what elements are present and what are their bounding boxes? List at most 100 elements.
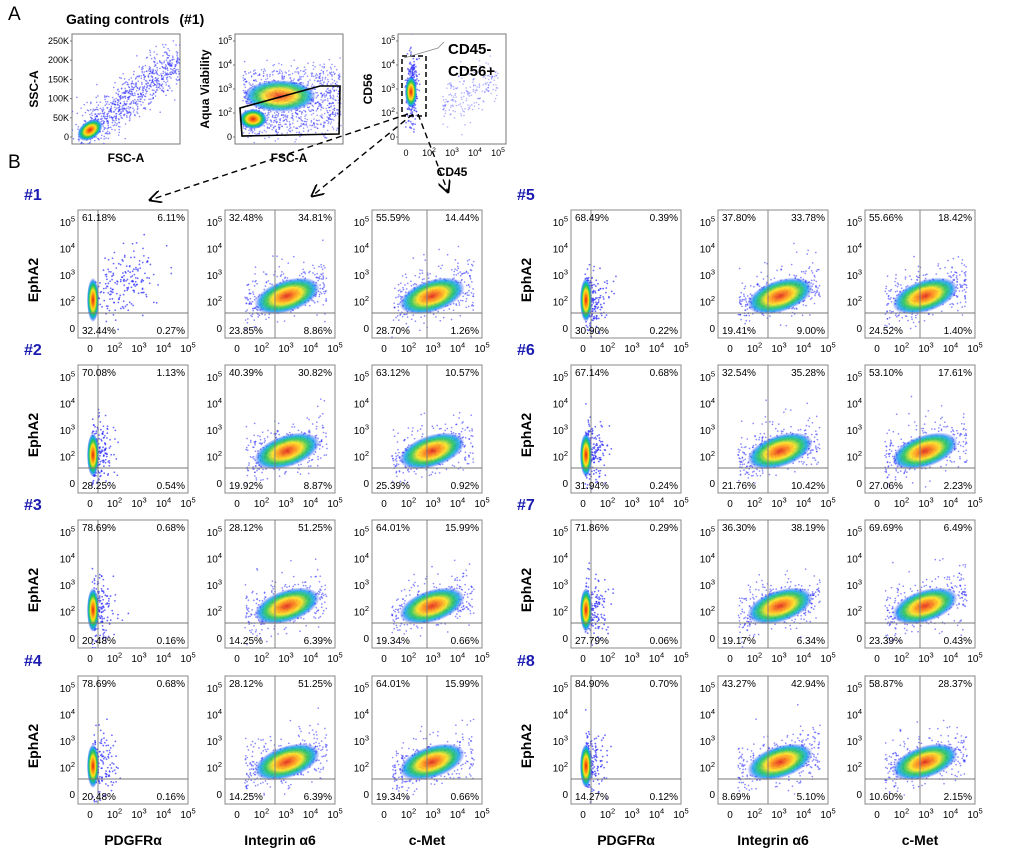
y-tick-label: 104 [847,551,862,566]
y-tick-label: 104 [354,551,369,566]
x-tick-label: 0 [234,654,240,665]
y-tick-label: 0 [709,790,715,801]
y-tick-label: 102 [60,760,75,775]
y-tick-label: 0 [856,790,862,801]
y-tick-label: 200K [48,55,69,65]
sample-3: #3 78.69% 0.68% 20.48% 0.16% 105 104 103 102 0 0 10… [24,497,490,665]
x-tick-label: 105 [474,496,489,511]
x-tick-label: 102 [600,651,615,666]
gating-arrows [150,113,448,200]
quadrant-plot-pdgfra: 78.69% 0.68% 20.48% 0.16% 105 104 103 102 0 0 102 1… [60,675,196,822]
x-axis-label-cmet: c-Met [409,832,446,848]
x-tick-label: 104 [796,807,811,822]
quadrant-upper-right-value: 14.44% [445,213,479,224]
density-cloud [87,233,173,331]
quadrant-plot-cmet: 69.69% 6.49% 23.39% 0.43% 105 104 103 102 0 0 102 1… [847,519,983,665]
x-tick-label: 104 [156,807,171,822]
x-axis-label-pdgfra: PDGFRα [104,832,162,848]
y-tick-label: 103 [700,578,715,593]
quadrant-plot-grid: #1 61.18% 6.11% 32.44% 0.27% 105 104 103 102 0 0 10… [24,187,983,848]
gating-y-axis-label: CD56 [361,73,375,104]
y-tick-label: 0 [69,479,75,490]
y-tick-label: 103 [354,734,369,749]
quadrant-lower-right-value: 0.24% [650,481,678,492]
quadrant-lower-left-value: 23.85% [229,326,263,337]
y-tick-label: 0 [562,324,568,335]
x-tick-label: 105 [474,651,489,666]
x-tick-label: 103 [278,807,293,822]
quadrant-lower-left-value: 20.48% [82,792,116,803]
x-tick-label: 105 [820,807,835,822]
density-cloud [884,255,968,332]
y-tick-label: 102 [207,449,222,464]
y-tick-label: 103 [700,734,715,749]
y-tick-label: 0 [363,479,369,490]
y-tick-label: 104 [60,396,75,411]
x-tick-label: 0 [727,810,733,821]
gating-density [239,57,342,144]
x-tick-label: 105 [673,651,688,666]
quadrant-lower-left-value: 14.25% [229,636,263,647]
y-axis-label-epha2: EphA2 [518,568,534,613]
x-tick-label: 0 [234,810,240,821]
gating-sample-label: (#1) [179,11,204,27]
sample-5: #5 68.49% 0.39% 30.90% 0.22% 105 104 103 102 0 0 10… [517,187,983,355]
quadrant-plot-integrin: 32.48% 34.81% 23.85% 8.86% 105 104 103 102 0 0 102… [207,209,343,355]
x-tick-label: 105 [474,807,489,822]
y-tick-label: 105 [60,681,75,696]
x-axis-label-integrin: Integrin α6 [244,832,316,848]
x-tick-label: 102 [254,496,269,511]
x-tick-label: 104 [468,147,482,158]
quadrant-lower-right-value: 0.16% [157,636,185,647]
quadrant-lower-right-value: 8.86% [304,326,332,337]
x-tick-label: 102 [600,496,615,511]
density-cloud [580,402,613,490]
y-tick-label: 102 [354,449,369,464]
y-tick-label: 105 [847,215,862,230]
gating-plot-fsc-ssc: 250K 200K 150K 100K 50K 0 FSC-A SSC-A [27,33,181,165]
quadrant-upper-right-value: 6.11% [157,213,185,224]
y-tick-label: 105 [354,525,369,540]
x-tick-label: 104 [943,496,958,511]
y-tick-label: 102 [354,294,369,309]
y-tick-label: 102 [60,294,75,309]
quadrant-upper-right-value: 18.42% [938,213,972,224]
quadrant-lower-right-value: 0.54% [157,481,185,492]
x-tick-label: 103 [278,651,293,666]
x-axis-label-cmet: c-Met [902,832,939,848]
y-tick-label: 0 [562,790,568,801]
sample-1: #1 61.18% 6.11% 32.44% 0.27% 105 104 103 102 0 0 10… [24,187,490,355]
x-tick-label: 104 [156,651,171,666]
x-axis-label-integrin: Integrin α6 [737,832,809,848]
quadrant-plot-integrin: 43.27% 42.94% 8.69% 5.10% 105 104 103 102 0 0 102 1… [700,675,836,822]
x-tick-label: 105 [820,496,835,511]
y-tick-label: 103 [60,734,75,749]
y-tick-label: 150K [48,74,69,84]
quadrant-plot-integrin: 28.12% 51.25% 14.25% 6.39% 105 104 103 102 0 0 102… [207,519,343,666]
x-tick-label: 102 [254,807,269,822]
gating-density [72,40,180,144]
quadrant-upper-left-value: 58.87% [869,679,903,690]
y-tick-label: 105 [847,525,862,540]
plot-frame [224,675,336,805]
y-tick-label: 0 [227,132,232,142]
x-tick-label: 104 [450,496,465,511]
quadrant-upper-left-value: 55.66% [869,213,903,224]
y-tick-label: 103 [207,268,222,283]
y-tick-label: 0 [390,132,395,142]
y-tick-label: 0 [856,634,862,645]
x-tick-label: 104 [156,341,171,356]
quadrant-upper-left-value: 55.59% [376,213,410,224]
x-tick-label: 104 [943,341,958,356]
quadrant-plot-cmet: 55.59% 14.44% 28.70% 1.26% 105 104 103 102 0 0 102… [354,209,490,355]
x-tick-label: 103 [445,147,459,158]
y-axis-label-epha2: EphA2 [25,568,41,613]
x-tick-label: 0 [87,344,93,355]
y-tick-label: 104 [354,707,369,722]
x-tick-label: 102 [600,807,615,822]
quadrant-lower-left-value: 8.69% [722,792,750,803]
y-tick-label: 103 [218,83,232,94]
quadrant-upper-right-value: 38.19% [791,523,825,534]
quadrant-plot-pdgfra: 84.90% 0.70% 14.27% 0.12% 105 104 103 102 0 0 102 1… [553,675,689,822]
x-tick-label: 0 [87,499,93,510]
